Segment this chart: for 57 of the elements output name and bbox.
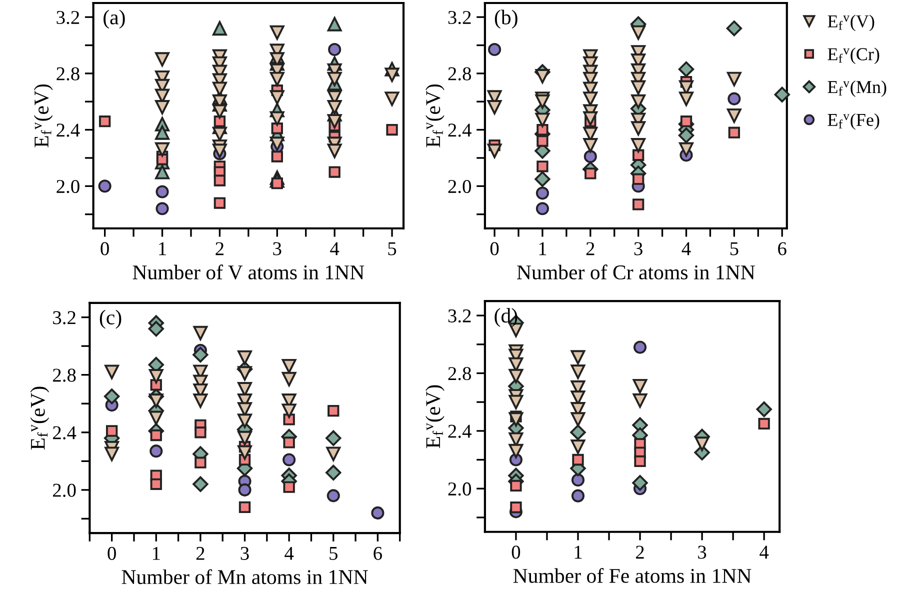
y-tick-label: 3.2 <box>53 311 76 324</box>
legend-label: E$_{f}$$^{v}$(Mn) <box>828 80 886 97</box>
x-tick-label: 0 <box>490 242 499 256</box>
y-tick-label: 2.8 <box>56 67 80 80</box>
legend-label: E$_{f}$$^{v}$(Fe) <box>828 113 880 130</box>
x-axis-title: Number of V atoms in 1NN <box>132 264 364 280</box>
x-tick-label: 2 <box>636 546 644 559</box>
y-tick-label: 2.8 <box>448 67 472 80</box>
legend-label: E$_{f}$$^{v}$(V) <box>828 14 874 32</box>
annotation: (d) <box>494 308 518 327</box>
y-tick-label: 2.8 <box>53 368 76 382</box>
y-tick-label: 2.0 <box>448 482 472 496</box>
x-tick-label: 2 <box>196 546 204 560</box>
x-tick-label: 5 <box>388 242 396 256</box>
y-tick-label: 3.2 <box>56 10 80 24</box>
y-tick-label: 2.4 <box>56 124 80 137</box>
x-axis-title: Number of Mn atoms in 1NN <box>122 569 368 584</box>
x-tick-label: 1 <box>539 242 546 256</box>
annotation: (c) <box>100 310 122 329</box>
x-tick-label: 1 <box>152 546 160 560</box>
x-axis-title: Number of Fe atoms in 1NN <box>513 568 752 583</box>
x-tick-label: 6 <box>778 242 786 256</box>
x-tick-label: 0 <box>108 546 116 560</box>
x-tick-label: 4 <box>330 242 340 256</box>
x-tick-label: 3 <box>273 242 282 256</box>
x-tick-label: 0 <box>100 242 109 256</box>
x-tick-label: 3 <box>698 546 706 559</box>
y-tick-label: 2.4 <box>53 426 76 440</box>
y-axis-title: E$_{f}$$^{v}$(eV) <box>30 386 50 450</box>
y-axis-title: E$_{f}$$^{v}$(eV) <box>426 385 444 448</box>
x-tick-label: 4 <box>760 546 769 559</box>
x-tick-label: 6 <box>374 546 382 560</box>
y-tick-label: 3.2 <box>448 309 471 323</box>
annotation: (a) <box>104 10 125 29</box>
x-tick-label: 5 <box>330 547 338 560</box>
x-tick-label: 3 <box>240 546 249 560</box>
y-tick-label: 2.0 <box>448 180 472 194</box>
x-tick-label: 0 <box>512 546 520 559</box>
annotation: (b) <box>494 10 518 29</box>
y-tick-label: 2.8 <box>448 367 472 380</box>
x-axis-title: Number of Cr atoms in 1NN <box>517 264 755 280</box>
y-axis-title: E$_{f}$$^{v}$(eV) <box>426 84 444 148</box>
x-tick-label: 1 <box>159 242 166 256</box>
y-tick-label: 2.4 <box>448 124 472 137</box>
x-tick-label: 4 <box>682 242 691 256</box>
y-axis-title: E$_{f}$$^{v}$(eV) <box>34 84 53 148</box>
y-tick-label: 2.0 <box>53 484 76 497</box>
legend-label: E$_{f}$$^{v}$(Cr) <box>828 48 880 64</box>
x-tick-label: 2 <box>586 242 594 256</box>
y-tick-label: 3.2 <box>448 10 471 24</box>
y-tick-label: 2.0 <box>56 180 80 194</box>
x-tick-label: 2 <box>216 242 224 256</box>
x-tick-label: 4 <box>284 546 294 560</box>
y-tick-label: 2.4 <box>448 424 472 438</box>
x-tick-label: 1 <box>574 546 582 559</box>
x-tick-label: 3 <box>634 242 642 256</box>
x-tick-label: 5 <box>730 242 738 256</box>
